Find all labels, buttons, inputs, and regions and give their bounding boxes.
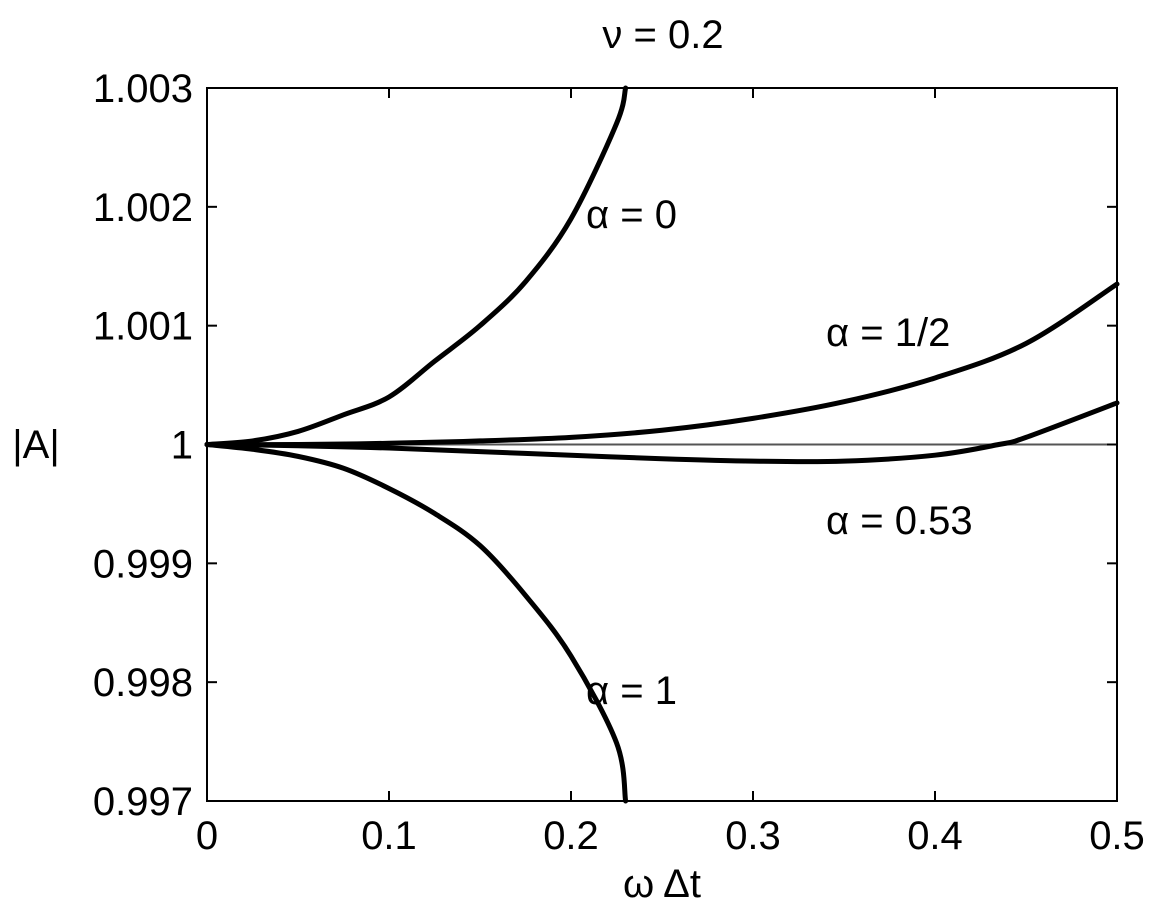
x-axis-label: ω Δt <box>623 862 701 905</box>
x-tick-label-2: 0.2 <box>543 814 599 858</box>
series-line-alpha-1 <box>204 442 629 804</box>
annotation-alpha-0: α = 0 <box>586 193 677 237</box>
y-axis-label: |A| <box>12 423 59 467</box>
x-tick-label-0: 0 <box>196 814 218 858</box>
y-tick-label-1: 0.998 <box>93 661 193 705</box>
y-tick-label-4: 1.001 <box>93 305 193 349</box>
series-line-alpha-053 <box>204 400 1120 465</box>
series-line-alpha-half <box>204 281 1120 448</box>
annotation-alpha-1: α = 1 <box>586 669 677 713</box>
y-tick-label-6: 1.003 <box>93 67 193 111</box>
x-tick-label-5: 0.5 <box>1089 814 1145 858</box>
tick-labels: 0 0.1 0.2 0.3 0.4 0.5 0.997 0.998 0.999 1 1.001 1.0… <box>93 67 1145 858</box>
series-group <box>204 85 1120 804</box>
chart-title: ν = 0.2 <box>602 13 723 57</box>
x-tick-label-3: 0.3 <box>725 814 781 858</box>
y-tick-label-3: 1 <box>171 424 193 468</box>
annotation-alpha-053: α = 0.53 <box>826 499 973 543</box>
y-tick-label-2: 0.999 <box>93 542 193 586</box>
annotation-alpha-half: α = 1/2 <box>826 311 950 355</box>
y-tick-label-5: 1.002 <box>93 186 193 230</box>
y-tick-label-0: 0.997 <box>93 780 193 824</box>
x-tick-label-1: 0.1 <box>361 814 417 858</box>
x-tick-label-4: 0.4 <box>907 814 963 858</box>
series-line-alpha-0 <box>204 85 629 447</box>
ticks-group <box>206 87 1118 802</box>
